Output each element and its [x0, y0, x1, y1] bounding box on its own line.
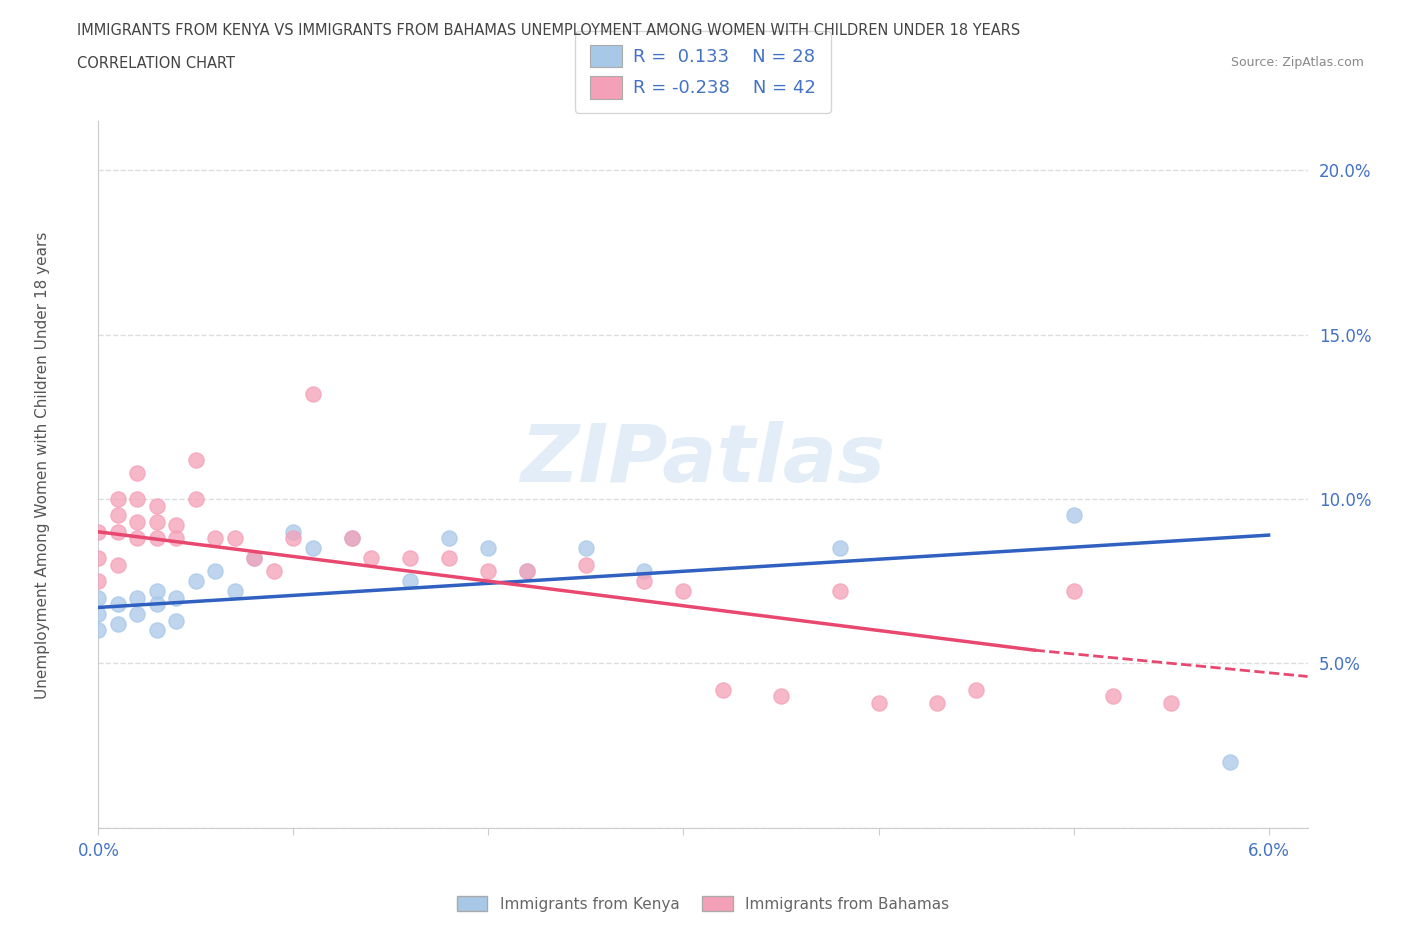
Point [127, 492, 149, 507]
Point [127, 606, 149, 621]
Legend: R =  0.133    N = 28, R = -0.238    N = 42: R = 0.133 N = 28, R = -0.238 N = 42 [575, 31, 831, 113]
Point [477, 541, 499, 556]
Point [283, 525, 305, 539]
Point [263, 564, 285, 578]
Point [107, 617, 129, 631]
Point [243, 551, 266, 565]
Point [204, 564, 226, 578]
Point [575, 557, 598, 572]
Point [107, 492, 129, 507]
Point [107, 557, 129, 572]
Text: Unemployment Among Women with Children Under 18 years: Unemployment Among Women with Children U… [35, 232, 49, 698]
Point [165, 613, 187, 628]
Point [184, 574, 207, 589]
Point [184, 492, 207, 507]
Point [165, 518, 187, 533]
Point [146, 498, 169, 513]
Point [672, 583, 695, 598]
Point [283, 531, 305, 546]
Point [868, 696, 890, 711]
Point [87, 591, 110, 605]
Point [439, 551, 461, 565]
Point [575, 541, 598, 556]
Point [340, 531, 363, 546]
Point [87, 551, 110, 565]
Point [87, 574, 110, 589]
Point [477, 564, 499, 578]
Point [146, 514, 169, 529]
Point [302, 541, 325, 556]
Point [146, 623, 169, 638]
Point [243, 551, 266, 565]
Point [1063, 583, 1085, 598]
Point [1219, 754, 1241, 769]
Point [204, 531, 226, 546]
Point [1160, 696, 1182, 711]
Point [516, 564, 538, 578]
Point [127, 514, 149, 529]
Point [828, 541, 851, 556]
Point [127, 591, 149, 605]
Point [340, 531, 363, 546]
Point [165, 591, 187, 605]
Text: IMMIGRANTS FROM KENYA VS IMMIGRANTS FROM BAHAMAS UNEMPLOYMENT AMONG WOMEN WITH C: IMMIGRANTS FROM KENYA VS IMMIGRANTS FROM… [77, 23, 1021, 38]
Point [224, 531, 246, 546]
Point [516, 564, 538, 578]
Point [828, 583, 851, 598]
Point [87, 525, 110, 539]
Text: ZIPatlas: ZIPatlas [520, 421, 886, 499]
Point [925, 696, 948, 711]
Point [87, 623, 110, 638]
Point [224, 583, 246, 598]
Point [965, 683, 987, 698]
Point [165, 531, 187, 546]
Point [633, 574, 655, 589]
Point [127, 465, 149, 480]
Point [87, 606, 110, 621]
Point [399, 574, 422, 589]
Point [360, 551, 382, 565]
Point [1063, 508, 1085, 523]
Point [399, 551, 422, 565]
Point [146, 583, 169, 598]
Point [633, 564, 655, 578]
Text: CORRELATION CHART: CORRELATION CHART [77, 56, 235, 71]
Point [107, 597, 129, 612]
Point [146, 531, 169, 546]
Point [769, 689, 792, 704]
Point [107, 508, 129, 523]
Point [146, 597, 169, 612]
Point [711, 683, 734, 698]
Text: Source: ZipAtlas.com: Source: ZipAtlas.com [1230, 56, 1364, 69]
Legend: Immigrants from Kenya, Immigrants from Bahamas: Immigrants from Kenya, Immigrants from B… [451, 889, 955, 918]
Point [184, 452, 207, 467]
Point [439, 531, 461, 546]
Point [302, 386, 325, 401]
Point [1101, 689, 1123, 704]
Point [127, 531, 149, 546]
Point [107, 525, 129, 539]
